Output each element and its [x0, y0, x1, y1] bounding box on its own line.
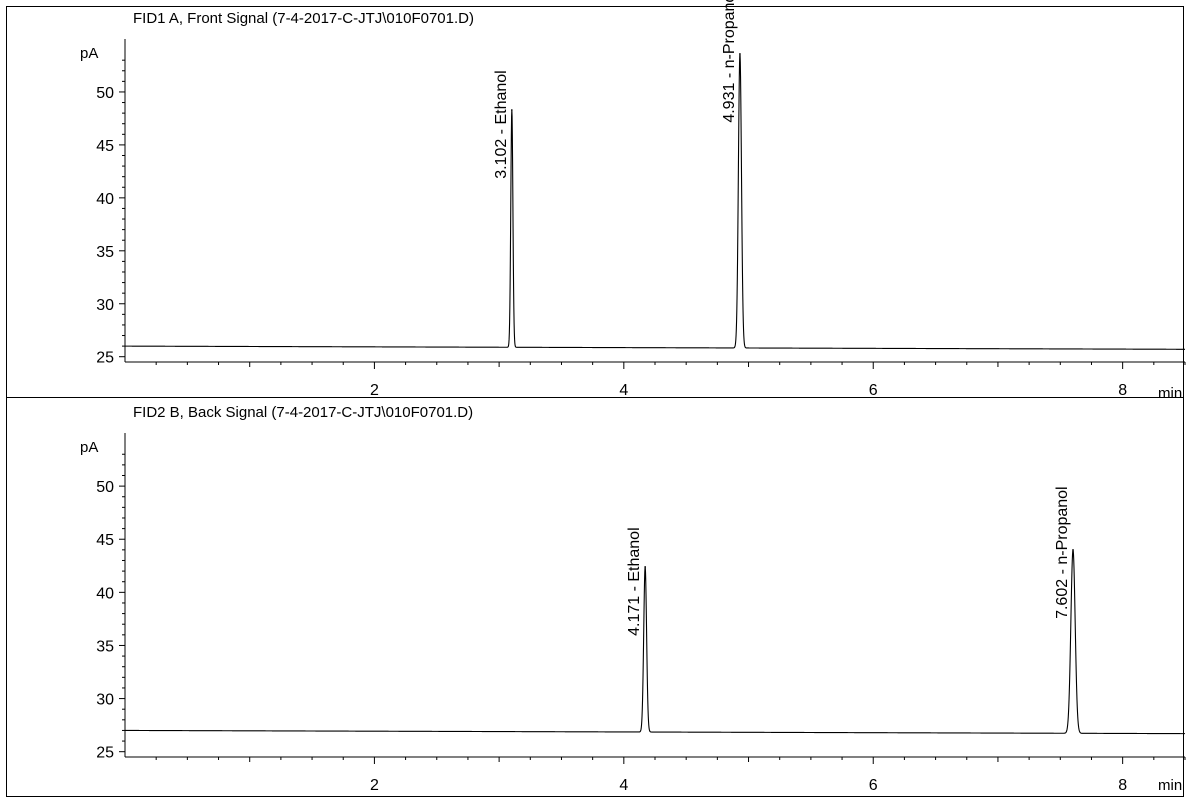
y-tick-label: 45 [96, 138, 114, 155]
peak-apex-1 [644, 566, 646, 568]
peak-apex-1 [511, 109, 513, 111]
y-tick-label: 50 [96, 85, 114, 102]
x-axis-unit: min [1158, 385, 1182, 402]
peak-label-1: 4.171 - Ethanol [626, 527, 643, 636]
x-tick-label: 8 [1118, 382, 1127, 399]
x-tick-label: 4 [619, 777, 628, 794]
x-tick-label: 8 [1118, 777, 1127, 794]
x-tick-label: 6 [869, 382, 878, 399]
back-signal-panel: FID2 B, Back Signal (7-4-2017-C-JTJ\010F… [80, 404, 1186, 794]
y-tick-label: 35 [96, 244, 114, 261]
x-tick-label: 2 [370, 777, 379, 794]
x-tick-label: 2 [370, 382, 379, 399]
signal-trace [124, 54, 1185, 350]
panel-frame-back [6, 397, 1184, 797]
signal-trace [125, 549, 1185, 735]
x-axis-unit: min [1158, 777, 1182, 794]
y-tick-label: 30 [96, 297, 114, 314]
peak-label-2: 4.931 - n-Propanol [721, 0, 738, 123]
y-tick-label: 25 [96, 350, 114, 367]
peak-apex-2 [739, 53, 741, 55]
x-tick-label: 6 [869, 777, 878, 794]
front-signal-panel: FID1 A, Front Signal (7-4-2017-C-JTJ\010… [80, 0, 1186, 402]
y-axis-unit: pA [80, 45, 98, 62]
panel-frame-front [6, 6, 1184, 398]
y-tick-label: 45 [96, 532, 114, 549]
y-axis-unit: pA [80, 439, 98, 456]
y-tick-label: 25 [96, 745, 114, 762]
y-tick-label: 40 [96, 585, 114, 602]
x-tick-label: 4 [619, 382, 628, 399]
y-tick-label: 30 [96, 692, 114, 709]
y-tick-label: 40 [96, 191, 114, 208]
peak-label-1: 3.102 - Ethanol [493, 70, 510, 179]
y-tick-label: 35 [96, 638, 114, 655]
peak-label-2: 7.602 - n-Propanol [1054, 486, 1071, 619]
peak-apex-2 [1072, 549, 1074, 551]
y-tick-label: 50 [96, 479, 114, 496]
chart-title: FID2 B, Back Signal (7-4-2017-C-JTJ\010F… [133, 404, 473, 421]
chart-title: FID1 A, Front Signal (7-4-2017-C-JTJ\010… [133, 10, 474, 27]
